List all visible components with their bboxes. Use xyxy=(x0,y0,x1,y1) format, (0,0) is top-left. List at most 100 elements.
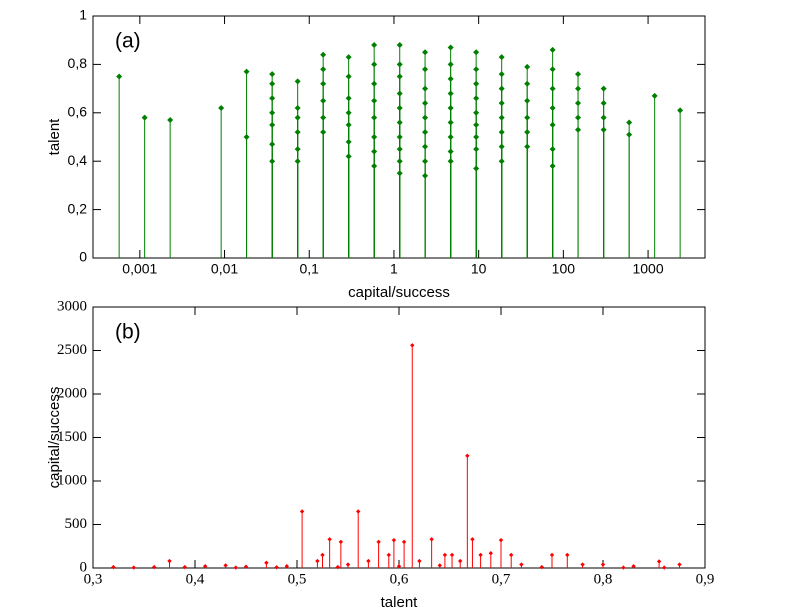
point xyxy=(677,562,682,567)
point xyxy=(473,95,480,102)
point xyxy=(243,68,250,75)
point xyxy=(345,153,352,160)
point xyxy=(422,100,429,107)
point xyxy=(294,114,301,121)
point xyxy=(498,114,505,121)
point xyxy=(182,564,187,570)
point xyxy=(294,129,301,136)
point xyxy=(269,158,276,165)
y-tick-label: 2500 xyxy=(57,342,87,358)
point xyxy=(447,75,454,82)
point xyxy=(498,158,505,165)
point xyxy=(600,85,607,92)
point xyxy=(429,537,434,542)
point xyxy=(396,90,403,97)
x-tick-label: 1000 xyxy=(632,261,663,277)
point xyxy=(371,114,378,121)
point xyxy=(371,134,378,140)
point xyxy=(269,121,276,128)
point xyxy=(447,90,454,97)
point xyxy=(391,537,397,543)
point xyxy=(631,564,636,569)
point xyxy=(116,73,123,80)
point xyxy=(396,146,403,153)
point xyxy=(498,537,504,543)
point xyxy=(422,66,429,73)
point xyxy=(549,66,556,73)
point xyxy=(422,129,429,136)
y-tick-label: 0,4 xyxy=(68,152,88,168)
point xyxy=(345,562,351,567)
point xyxy=(549,163,556,170)
point xyxy=(498,143,505,150)
point xyxy=(396,134,403,140)
y-tick-label: 1500 xyxy=(57,429,87,445)
point xyxy=(371,61,378,68)
point xyxy=(519,562,524,567)
point xyxy=(223,563,228,568)
point xyxy=(284,564,289,569)
point xyxy=(371,148,378,155)
point xyxy=(473,80,480,87)
point xyxy=(243,134,250,140)
point xyxy=(345,121,352,128)
x-tick-label: 0,6 xyxy=(390,571,409,587)
point xyxy=(524,80,531,87)
x-tick-label: 0,9 xyxy=(696,571,715,587)
point xyxy=(141,114,148,121)
point xyxy=(473,134,480,140)
point xyxy=(327,537,332,542)
point xyxy=(677,107,684,114)
point xyxy=(447,119,454,126)
point xyxy=(509,552,514,558)
point xyxy=(274,565,279,570)
x-tick-label: 0,3 xyxy=(84,571,103,587)
point xyxy=(422,85,429,92)
y-tick-label: 0 xyxy=(80,559,88,575)
annotation: (a) xyxy=(115,30,141,53)
point xyxy=(549,552,555,558)
point xyxy=(600,114,607,121)
y-tick-label: 3000 xyxy=(57,298,87,314)
point xyxy=(396,104,403,111)
point xyxy=(396,158,403,165)
point xyxy=(396,119,403,126)
point xyxy=(320,129,327,136)
point xyxy=(549,46,556,53)
x-tick-label: 10 xyxy=(471,261,487,277)
point xyxy=(498,71,505,78)
point xyxy=(473,165,480,172)
point xyxy=(662,565,667,570)
point xyxy=(422,172,429,179)
point xyxy=(447,104,454,111)
point xyxy=(524,114,531,121)
point xyxy=(437,563,442,568)
point xyxy=(565,552,570,558)
point xyxy=(401,539,407,545)
plot-frame xyxy=(92,15,706,259)
chart: 0,3 0,4 0,5 0,6 0,7 0,8 0,9 0 500 1000 1500 2000 250… xyxy=(46,298,714,611)
y-axis-title: talent xyxy=(46,118,63,156)
point xyxy=(345,95,352,102)
point xyxy=(315,558,320,564)
point xyxy=(218,104,225,111)
point xyxy=(338,539,344,545)
plot-frame xyxy=(92,306,706,569)
point xyxy=(203,564,208,569)
y-axis-title: capital/success xyxy=(46,387,63,489)
point xyxy=(269,80,276,87)
x-tick-label: 0,01 xyxy=(211,261,238,277)
point xyxy=(320,51,327,58)
y-tick-label: 0,2 xyxy=(68,200,88,216)
point xyxy=(449,552,455,558)
point xyxy=(458,558,463,564)
point xyxy=(269,71,276,78)
point xyxy=(320,66,327,73)
point xyxy=(626,119,633,126)
point xyxy=(294,104,301,111)
point xyxy=(447,134,454,140)
point xyxy=(299,509,305,514)
point xyxy=(621,565,626,570)
x-axis-title: capital/success xyxy=(348,284,450,301)
point xyxy=(600,562,606,567)
